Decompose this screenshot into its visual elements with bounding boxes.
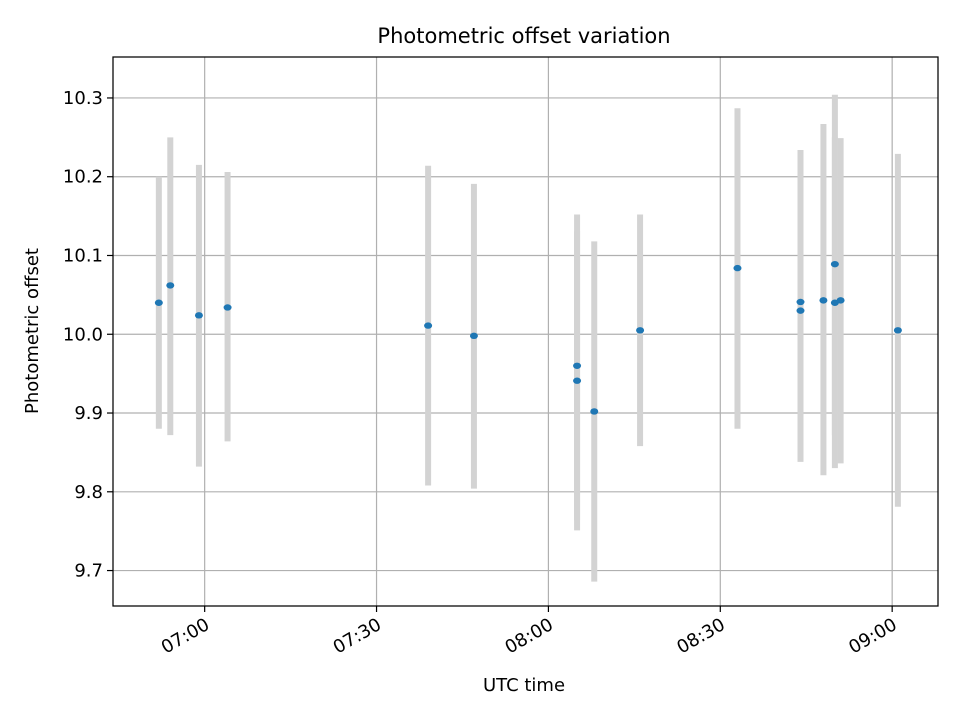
data-point xyxy=(733,264,742,272)
data-point xyxy=(573,377,582,384)
y-tick-label: 9.8 xyxy=(74,482,103,503)
y-axis-label: Photometric offset xyxy=(22,248,43,414)
plot-frame xyxy=(112,56,939,607)
data-point xyxy=(836,297,845,304)
data-point xyxy=(819,297,828,304)
chart-title: Photometric offset variation xyxy=(377,24,670,48)
data-point xyxy=(154,299,163,306)
y-axis-ticks: 9.7 9.8 9.9 10.0 10.1 10.2 10.3 xyxy=(63,88,113,582)
data-point xyxy=(424,322,433,329)
y-tick-label: 9.9 xyxy=(74,403,103,424)
data-point xyxy=(166,282,175,289)
data-points xyxy=(154,260,902,415)
data-point xyxy=(893,327,902,334)
data-point xyxy=(590,408,599,415)
data-point xyxy=(469,332,478,340)
data-point xyxy=(796,298,805,306)
data-point xyxy=(573,362,582,369)
data-point xyxy=(830,260,839,268)
x-axis-label: UTC time xyxy=(483,675,565,696)
y-tick-label: 9.7 xyxy=(74,561,103,582)
data-point xyxy=(796,307,805,314)
y-tick-label: 10.0 xyxy=(63,324,103,345)
data-point xyxy=(636,327,645,334)
y-tick-label: 10.1 xyxy=(63,245,103,266)
y-tick-label: 10.2 xyxy=(63,167,103,188)
y-tick-label: 10.3 xyxy=(63,88,103,109)
data-point xyxy=(223,304,232,311)
data-point xyxy=(194,312,203,319)
